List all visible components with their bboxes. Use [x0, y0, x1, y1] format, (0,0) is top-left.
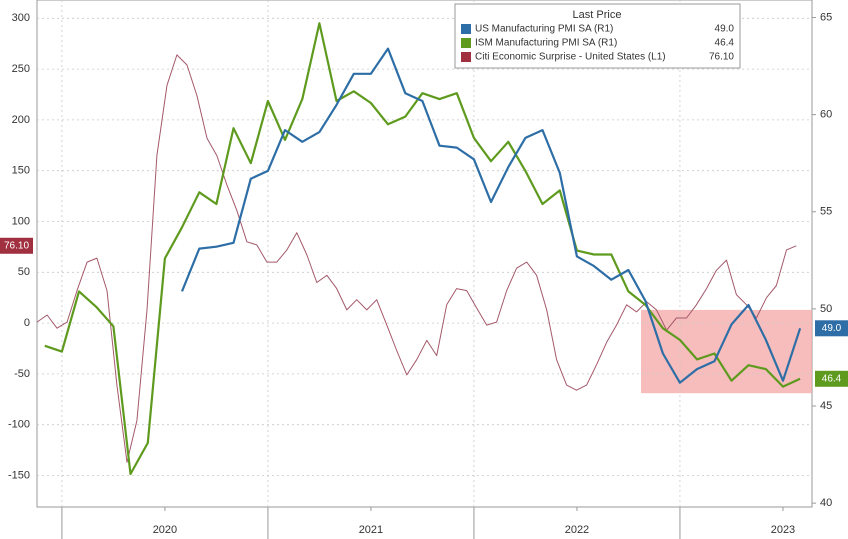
series-line [36, 54, 797, 463]
x-tick-label: 2020 [153, 524, 177, 536]
y-tick-label: 250 [12, 63, 30, 75]
legend-last-price: 46.4 [715, 38, 735, 49]
y2-tick-label: 50 [820, 303, 832, 315]
y2-tick-label: 65 [820, 11, 832, 23]
y2-tick-label: 60 [820, 109, 832, 121]
legend-swatch [461, 38, 471, 48]
legend-title: Last Price [573, 9, 622, 21]
last-value-tag [0, 237, 33, 254]
y2-tick-label: 40 [820, 497, 832, 509]
series-line [180, 47, 802, 384]
y-tick-label: 100 [12, 215, 30, 227]
x-tick-label: 2022 [565, 524, 589, 536]
y2-tick-label: 55 [820, 206, 832, 218]
last-value-label: 76.10 [4, 240, 29, 251]
legend-label: Citi Economic Surprise - United States (… [475, 52, 666, 63]
last-value-tag [815, 370, 848, 387]
highlight-box [641, 309, 812, 394]
legend-last-price: 76.10 [709, 52, 734, 63]
x-tick-label: 2023 [771, 524, 795, 536]
y-tick-label: 300 [12, 12, 30, 24]
series-line [44, 22, 801, 476]
legend-last-price: 49.0 [715, 24, 735, 35]
y-tick-label: 0 [24, 317, 30, 329]
last-value-label: 46.4 [822, 373, 842, 384]
y-tick-label: -100 [8, 419, 30, 431]
y2-tick-label: 45 [820, 400, 832, 412]
y-tick-label: 50 [18, 266, 30, 278]
legend-box [454, 3, 741, 69]
plot-area [36, 0, 813, 508]
legend-label: US Manufacturing PMI SA (R1) [475, 24, 613, 35]
y-tick-label: -50 [14, 368, 30, 380]
x-tick-label: 2021 [359, 524, 383, 536]
last-value-tag [815, 320, 848, 337]
last-value-label: 49.0 [822, 323, 842, 334]
legend-swatch [461, 52, 471, 62]
legend: Last Price US Manufacturing PMI SA (R1) 4… [454, 3, 741, 69]
y-tick-label: 200 [12, 114, 30, 126]
y-tick-label: 150 [12, 165, 30, 177]
legend-swatch [461, 24, 471, 34]
y-tick-label: -150 [8, 469, 30, 481]
legend-label: ISM Manufacturing PMI SA (R1) [475, 38, 617, 49]
